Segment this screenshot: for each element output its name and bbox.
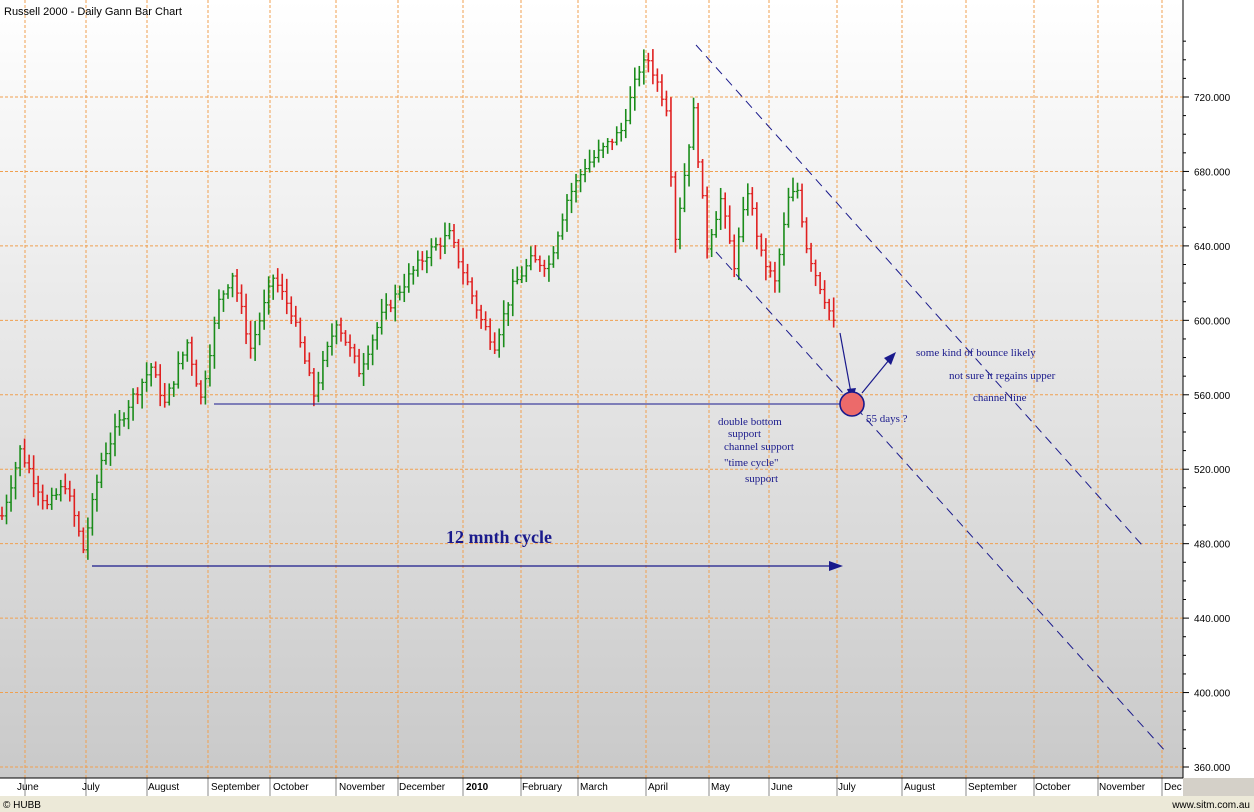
annotation-support-1: support (728, 428, 761, 440)
annotation-support-2: support (745, 473, 778, 485)
y-axis: 360.000 400.000 440.000 480.000 520.000 560.0… (1182, 0, 1231, 778)
x-tick-label: November (1099, 782, 1146, 793)
chart-title: Russell 2000 - Daily Gann Bar Chart (4, 6, 182, 18)
x-tick-label: 2010 (466, 782, 489, 793)
footer-url: www.sitm.com.au (1171, 800, 1250, 811)
price-bars (0, 49, 836, 560)
x-axis-panel (0, 778, 1183, 796)
x-tick-label: September (968, 782, 1018, 793)
y-tick-label: 360.000 (1194, 763, 1231, 774)
annotation-55-days: 55 days ? (866, 413, 908, 425)
x-tick-label: September (211, 782, 261, 793)
annotation-double-bottom: double bottom (718, 416, 782, 428)
footer-copyright: © HUBB (3, 800, 41, 811)
x-tick-label: July (838, 782, 856, 793)
y-tick-label: 720.000 (1194, 93, 1231, 104)
lower-channel-line (715, 251, 1167, 753)
y-tick-label: 440.000 (1194, 614, 1231, 625)
y-tick-label: 560.000 (1194, 391, 1231, 402)
cycle-arrow-head (829, 561, 843, 571)
annotation-channel-support: channel support (724, 441, 794, 453)
x-tick-label: April (648, 782, 668, 793)
down-arrow-line (839, 332, 852, 394)
x-tick-label: May (711, 782, 730, 793)
plot-background (0, 0, 1183, 778)
bounce-arrow-head (884, 352, 896, 365)
y-tick-label: 400.000 (1194, 689, 1231, 700)
upper-channel-line (695, 44, 1143, 546)
y-tick-label: 680.000 (1194, 167, 1231, 178)
x-tick-label: November (339, 782, 386, 793)
bounce-arrow-line (861, 359, 890, 394)
annotation-channel-line: channel line (973, 392, 1027, 404)
time-cycle-marker (839, 391, 865, 417)
x-tick-label: June (17, 782, 39, 793)
annotation-time-cycle: "time cycle" (724, 457, 778, 469)
y-tick-label: 640.000 (1194, 242, 1231, 253)
y-tick-label: 600.000 (1194, 316, 1231, 327)
y-axis-panel (1183, 0, 1254, 778)
x-tick-label: March (580, 782, 608, 793)
annotation-regains-upper: not sure it regains upper (949, 370, 1056, 382)
x-axis: June July August September October November De… (0, 777, 1183, 796)
x-tick-label: August (148, 782, 179, 793)
x-tick-label: February (522, 782, 562, 793)
x-tick-label: Dec (1164, 782, 1182, 793)
x-tick-label: December (399, 782, 446, 793)
grid (0, 0, 1183, 778)
x-tick-label: June (771, 782, 793, 793)
y-tick-label: 520.000 (1194, 465, 1231, 476)
x-tick-label: August (904, 782, 935, 793)
annotation-lines (92, 44, 1167, 753)
annotation-12-month-cycle: 12 mnth cycle (446, 527, 552, 547)
footer-bar (0, 796, 1254, 812)
x-tick-label: October (273, 782, 309, 793)
x-tick-label: October (1035, 782, 1071, 793)
y-tick-label: 480.000 (1194, 540, 1231, 551)
annotation-bounce-likely: some kind of bounce likely (916, 347, 1036, 359)
x-tick-label: July (82, 782, 100, 793)
